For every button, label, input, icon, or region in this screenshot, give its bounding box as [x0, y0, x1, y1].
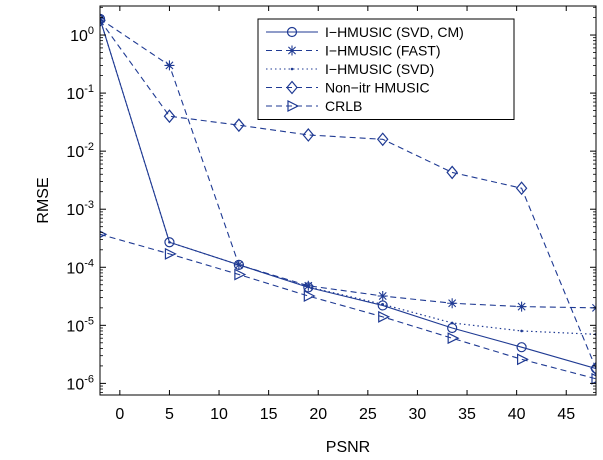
data-point [303, 290, 316, 302]
data-point [381, 303, 385, 306]
data-point [520, 329, 523, 333]
data-point [233, 118, 245, 133]
data-point [100, 230, 108, 238]
legend-entry: Non−itr HMUSIC [325, 80, 430, 96]
data-point [100, 13, 106, 28]
y-tick-label: 10-5 [66, 315, 94, 335]
y-axis-title: RMSE [35, 177, 52, 223]
y-tick-label: 10-3 [66, 199, 94, 219]
series-line [100, 18, 596, 309]
data-point [234, 268, 247, 281]
x-tick-label: 40 [508, 406, 526, 423]
legend-marker [286, 80, 298, 95]
x-tick-label: 0 [115, 406, 124, 423]
legend-marker [287, 45, 297, 56]
data-point [237, 263, 241, 267]
x-tick-label: 45 [557, 406, 575, 423]
legend-marker [287, 100, 300, 112]
data-point [446, 165, 458, 180]
data-point [168, 240, 171, 244]
x-tick-label: 30 [409, 406, 427, 423]
x-tick-label: 25 [359, 406, 377, 423]
data-point [307, 285, 310, 289]
legend-entry: I−HMUSIC (SVD, CM) [325, 24, 464, 40]
legend-entry: I−HMUSIC (SVD) [325, 61, 434, 77]
x-tick-label: 5 [165, 406, 174, 423]
data-point [378, 310, 391, 323]
legend-marker [290, 67, 294, 71]
data-point [164, 247, 177, 260]
plot-area [100, 13, 596, 385]
x-tick-label: 20 [309, 406, 327, 423]
x-tick-label: 15 [260, 406, 278, 423]
x-axis-title: PSNR [326, 439, 370, 456]
data-point [164, 60, 175, 71]
legend-entry: I−HMUSIC (FAST) [325, 43, 441, 59]
axes-box [99, 5, 597, 396]
data-point [590, 361, 596, 376]
data-point [515, 181, 528, 196]
y-tick-label: 10-6 [66, 373, 94, 393]
data-point [377, 291, 388, 301]
legend-box [257, 18, 515, 120]
x-tick-label: 35 [458, 406, 476, 423]
y-tick-label: 10-1 [66, 83, 94, 103]
data-point [164, 237, 175, 248]
data-point [447, 332, 460, 345]
data-point [516, 342, 527, 353]
y-tick-label: 10-4 [66, 257, 94, 277]
series-line [100, 233, 596, 380]
series-4 [100, 230, 596, 385]
data-point [302, 128, 315, 142]
x-tick-label: 10 [210, 406, 228, 423]
series-line [100, 18, 596, 370]
data-point [516, 301, 527, 312]
series-line [100, 18, 596, 335]
legend: I−HMUSIC (SVD, CM) I−HMUSIC (FAST) I−HMUSI… [257, 18, 515, 120]
data-point [163, 109, 176, 124]
series-3 [100, 13, 596, 376]
data-point [450, 321, 454, 325]
series-line [100, 19, 596, 369]
data-point [591, 372, 596, 385]
data-point [447, 298, 458, 309]
y-tick-label: 100 [70, 25, 94, 45]
data-point [516, 353, 529, 366]
y-tick-label: 10-2 [66, 141, 94, 161]
legend-marker [286, 26, 298, 38]
axes: 0 5 10 15 20 25 30 35 40 45 100 10-1 10-2 10-3 10-4 10-… [66, 5, 597, 423]
legend-entry: CRLB [325, 98, 362, 114]
data-point [376, 132, 389, 147]
